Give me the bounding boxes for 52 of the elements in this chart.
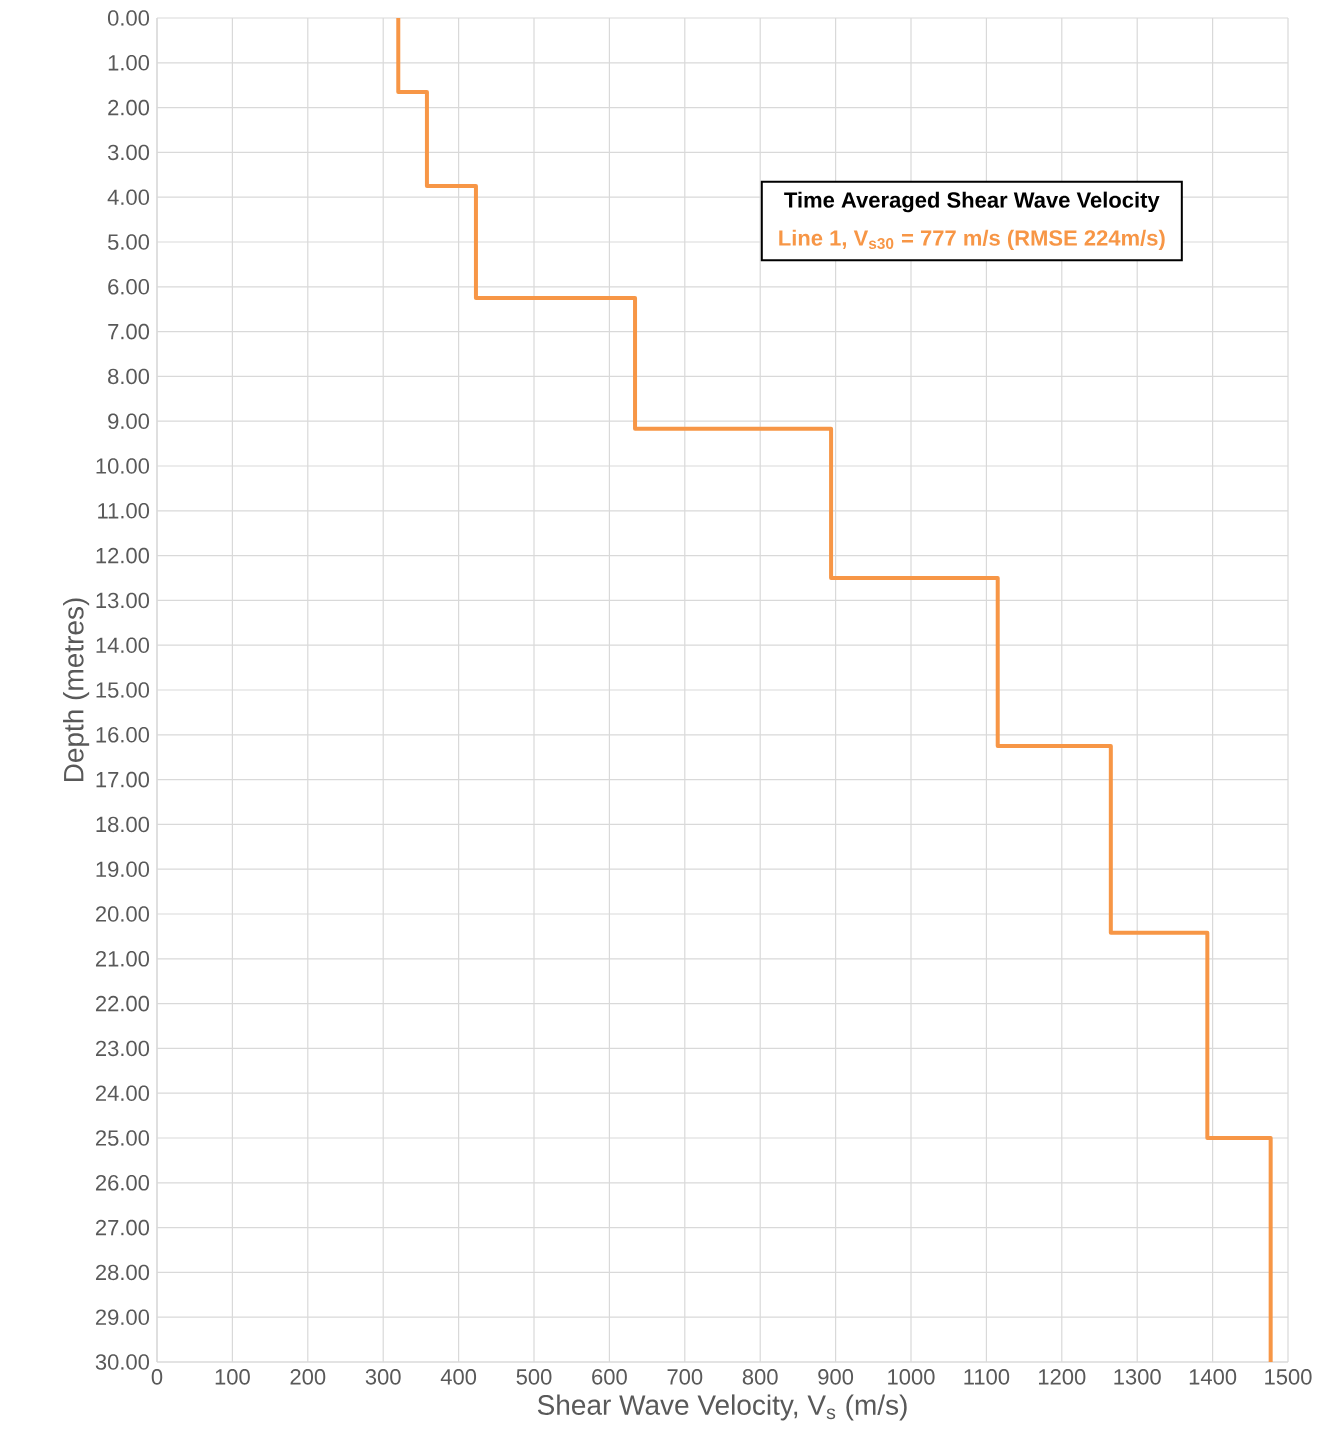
x-tick-label: 700 xyxy=(667,1369,703,1385)
x-tick-label: 900 xyxy=(818,1369,854,1385)
x-tick-label: 100 xyxy=(215,1369,250,1385)
x-tick-label: 500 xyxy=(516,1369,552,1385)
legend-title: Time Averaged Shear Wave Velocity xyxy=(784,191,1160,213)
x-tick-label: 800 xyxy=(742,1369,778,1385)
line-series xyxy=(396,16,1273,1365)
y-tick-label: 19.00 xyxy=(96,861,150,877)
y-tick-label: 15.00 xyxy=(96,682,150,698)
y-tick-label: 16.00 xyxy=(96,727,150,743)
x-tick-label: 1500 xyxy=(1265,1369,1312,1385)
y-tick-label: 0.00 xyxy=(107,10,150,26)
y-tick-label: 21.00 xyxy=(95,951,150,967)
x-tick-label: 300 xyxy=(365,1369,401,1385)
y-tick-label: 5.00 xyxy=(107,234,150,250)
x-tick-label: 0 xyxy=(151,1369,163,1385)
x-tick-label: 1200 xyxy=(1039,1369,1086,1385)
y-tick-label: 26.00 xyxy=(95,1175,150,1191)
y-tick-label: 25.00 xyxy=(95,1130,150,1146)
y-tick-label: 12.00 xyxy=(96,547,150,564)
x-tick-label: 1300 xyxy=(1114,1369,1161,1385)
y-tick-label: 23.00 xyxy=(95,1040,150,1057)
y-tick-label: 8.00 xyxy=(108,368,150,385)
y-tick-label: 7.00 xyxy=(108,323,150,340)
y-tick-label: 29.00 xyxy=(95,1309,150,1325)
y-tick-label: 18.00 xyxy=(96,816,150,833)
y-tick-label: 22.00 xyxy=(95,995,150,1012)
y-tick-label: 17.00 xyxy=(96,771,150,788)
x-tick-label: 1400 xyxy=(1189,1369,1237,1385)
y-tick-label: 10.00 xyxy=(96,458,150,474)
y-tick-label: 24.00 xyxy=(95,1085,150,1101)
y-tick-label: 28.00 xyxy=(95,1264,150,1281)
x-axis-title: Shear Wave Velocity, V$_{s}$ (m/s) xyxy=(537,1394,907,1421)
y-tick-label: 9.00 xyxy=(108,413,150,429)
y-tick-label: 30.00 xyxy=(95,1354,150,1370)
y-tick-label: 4.00 xyxy=(107,189,150,205)
x-tick-label: 1000 xyxy=(888,1369,935,1385)
y-tick-label: 2.00 xyxy=(108,99,150,116)
y-tick-label: 27.00 xyxy=(95,1219,150,1236)
y-axis-title: Depth (metres) xyxy=(63,598,90,782)
y-tick-label: 11.00 xyxy=(98,503,150,519)
y-tick-label: 20.00 xyxy=(95,906,150,922)
y-tick-label: 1.00 xyxy=(108,55,150,71)
y-tick-label: 3.00 xyxy=(107,144,150,161)
x-tick-label: 1100 xyxy=(964,1369,1010,1385)
x-tick-label: 200 xyxy=(290,1369,326,1385)
y-tick-label: 13.00 xyxy=(96,592,150,609)
y-tick-label: 6.00 xyxy=(108,279,150,295)
x-tick-label: 400 xyxy=(440,1369,477,1385)
y-tick-label: 14.00 xyxy=(96,637,150,653)
x-tick-label: 600 xyxy=(592,1369,627,1385)
text: Line 1, V$_{s30}$ = 777 m/s (RMSE 224m/s) xyxy=(779,229,1165,251)
